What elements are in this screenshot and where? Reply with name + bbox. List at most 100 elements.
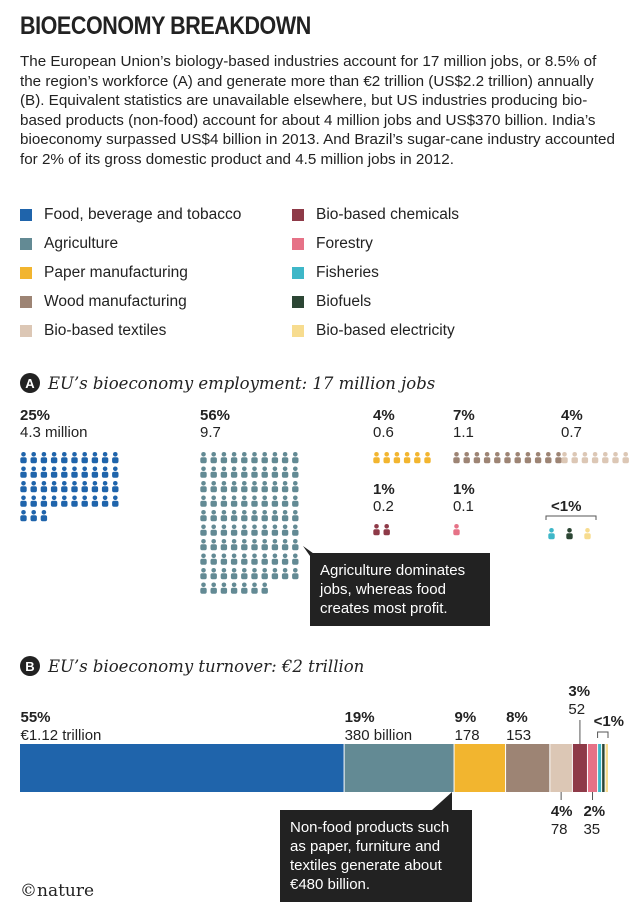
person-icon <box>571 452 578 464</box>
pictogram-group <box>200 452 299 594</box>
bar-pct-label: 3% <box>568 683 590 700</box>
person-icon <box>261 524 268 536</box>
section-a-title: EU’s bioeconomy employment: 17 million j… <box>48 373 436 393</box>
bar-value-label: 380 billion <box>345 727 413 744</box>
legend-label: Fisheries <box>316 264 379 281</box>
legend-swatch <box>292 325 304 337</box>
person-icon <box>101 495 109 507</box>
person-icon <box>40 452 48 464</box>
person-icon <box>414 452 421 464</box>
legend-item-food: Food, beverage and tobacco <box>20 206 241 224</box>
person-icon <box>112 466 119 478</box>
person-icon <box>261 582 268 594</box>
person-icon <box>40 481 48 493</box>
person-icon <box>20 495 27 507</box>
person-icon <box>200 568 207 580</box>
pictogram-group <box>453 524 460 536</box>
person-icon <box>61 495 68 507</box>
person-icon <box>292 481 299 493</box>
small-group-bracket <box>597 731 609 738</box>
person-icon <box>91 481 99 493</box>
bar-segment <box>505 744 550 792</box>
person-icon <box>210 582 217 594</box>
person-icon <box>281 510 289 522</box>
person-icon <box>251 452 258 464</box>
person-icon <box>40 466 48 478</box>
person-icon <box>524 452 532 464</box>
person-icon <box>281 466 289 478</box>
person-icon <box>112 481 119 493</box>
bar-segment <box>20 744 345 792</box>
person-icon <box>251 510 258 522</box>
legend-item-chemicals: Bio-based chemicals <box>292 206 459 224</box>
person-icon <box>473 452 481 464</box>
legend-item-biofuels: Biofuels <box>292 293 371 311</box>
jobs-value: 0.2 <box>373 498 394 515</box>
person-icon <box>241 452 248 464</box>
pictogram-group <box>373 452 431 464</box>
person-icon <box>230 582 238 594</box>
pictogram-group <box>561 452 629 464</box>
jobs-pictogram <box>20 452 629 594</box>
person-icon <box>61 452 68 464</box>
jobs-value: 9.7 <box>200 424 221 441</box>
person-icon <box>220 481 228 493</box>
person-icon <box>50 481 58 493</box>
person-icon <box>292 568 299 580</box>
bar-value-label: 178 <box>455 727 480 744</box>
bar-value-label: 52 <box>568 701 585 718</box>
person-icon <box>220 466 228 478</box>
jobs-pct: 1% <box>453 481 475 498</box>
jobs-pct: 7% <box>453 407 475 424</box>
bar-value-label: 153 <box>506 727 531 744</box>
person-icon <box>20 481 27 493</box>
legend-swatch <box>20 238 32 250</box>
person-icon <box>112 495 119 507</box>
person-icon <box>230 466 238 478</box>
person-icon <box>292 510 299 522</box>
legend-label: Food, beverage and tobacco <box>44 206 242 223</box>
pictogram-group <box>373 524 390 536</box>
legend-item-electricity: Bio-based electricity <box>292 322 455 340</box>
jobs-value: 4.3 million <box>20 424 88 441</box>
person-icon <box>251 466 258 478</box>
person-icon <box>584 528 591 540</box>
legend-swatch <box>20 296 32 308</box>
person-icon <box>71 495 78 507</box>
legend-label: Forestry <box>316 235 373 252</box>
legend-item-forestry: Forestry <box>292 235 373 253</box>
person-icon <box>612 452 619 464</box>
legend: Food, beverage and tobacco Agriculture P… <box>20 206 620 346</box>
person-icon <box>271 495 279 507</box>
legend-item-wood: Wood manufacturing <box>20 293 187 311</box>
legend-swatch <box>292 238 304 250</box>
person-icon <box>71 466 78 478</box>
person-icon <box>220 568 228 580</box>
person-icon <box>30 452 37 464</box>
person-icon <box>91 452 99 464</box>
jobs-label-paper: 4% 0.6 <box>373 407 395 441</box>
bar-pct-label: 4% <box>551 803 573 820</box>
person-icon <box>230 510 238 522</box>
jobs-label-textiles: 4% 0.7 <box>561 407 583 441</box>
person-icon <box>230 495 238 507</box>
person-icon <box>71 481 78 493</box>
person-icon <box>220 495 228 507</box>
section-b-title: EU’s bioeconomy turnover: €2 trillion <box>48 656 365 676</box>
person-icon <box>30 466 37 478</box>
person-icon <box>30 495 37 507</box>
person-icon <box>251 553 258 565</box>
person-icon <box>504 452 511 464</box>
person-icon <box>101 466 109 478</box>
jobs-label-small-group: <1% <box>551 498 582 515</box>
turnover-bar-chart: 55%€1.12 trillion 19%380 billion 9%178 8%15… <box>20 683 624 838</box>
person-icon <box>200 481 207 493</box>
person-icon <box>514 452 521 464</box>
person-icon <box>281 524 289 536</box>
legend-swatch <box>20 209 32 221</box>
section-a-badge: A <box>20 373 40 393</box>
jobs-value: 0.1 <box>453 498 474 515</box>
person-icon <box>220 452 228 464</box>
person-icon <box>230 452 238 464</box>
person-icon <box>393 452 401 464</box>
